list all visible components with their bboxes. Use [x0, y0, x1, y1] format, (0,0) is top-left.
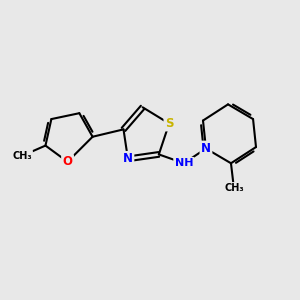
- Text: NH: NH: [175, 158, 193, 168]
- Text: O: O: [63, 155, 73, 168]
- Text: CH₃: CH₃: [12, 151, 32, 161]
- Text: N: N: [123, 152, 133, 165]
- Text: N: N: [201, 142, 211, 155]
- Text: CH₃: CH₃: [224, 183, 244, 193]
- Text: S: S: [165, 117, 173, 130]
